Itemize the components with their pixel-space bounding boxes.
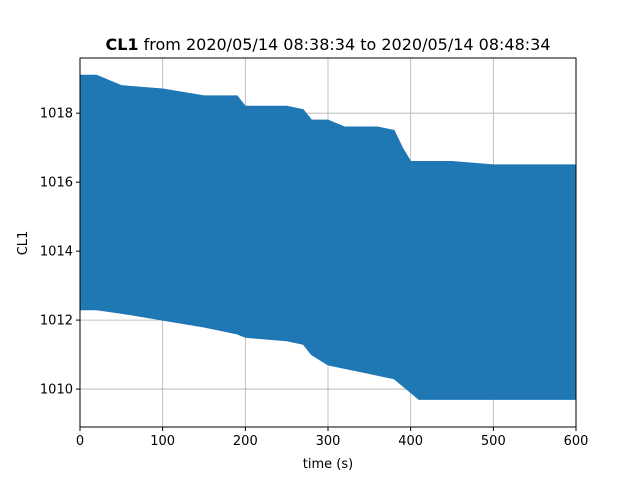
x-axis-label: time (s): [303, 457, 353, 472]
x-tick-label-3: 300: [316, 434, 341, 449]
x-axis: 0 100 200 300 400 500 600: [76, 427, 589, 449]
plot-area: [79, 74, 577, 400]
y-tick-label-2: 1014: [40, 245, 73, 260]
y-tick-label-0: 1010: [40, 383, 73, 398]
y-axis: 1010 1012 1014 1016 1018: [40, 107, 80, 398]
x-tick-label-4: 400: [398, 434, 423, 449]
series-band-0: [79, 74, 577, 400]
chart-title-rest: from 2020/05/14 08:38:34 to 2020/05/14 0…: [139, 35, 551, 54]
chart-title: CL1 from 2020/05/14 08:38:34 to 2020/05/…: [105, 35, 550, 54]
x-tick-label-0: 0: [76, 434, 84, 449]
x-tick-label-1: 100: [150, 434, 175, 449]
y-tick-label-1: 1012: [40, 314, 73, 329]
chart-title-bold: CL1: [105, 35, 138, 54]
y-axis-label: CL1: [16, 231, 31, 256]
y-tick-label-4: 1018: [40, 107, 73, 122]
x-tick-label-6: 600: [564, 434, 589, 449]
x-tick-label-5: 500: [481, 434, 506, 449]
x-tick-label-2: 200: [233, 434, 258, 449]
y-tick-label-3: 1016: [40, 176, 73, 191]
